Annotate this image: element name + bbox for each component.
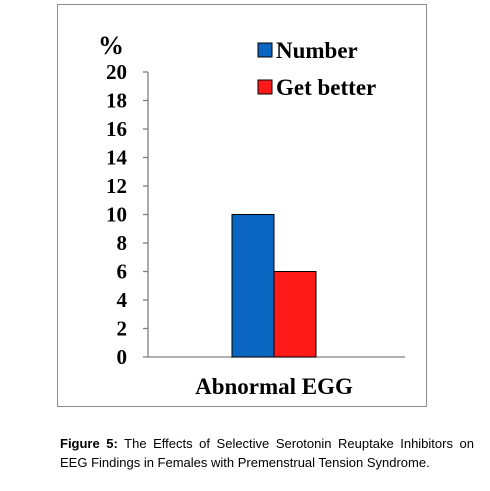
y-tick-label: 18	[106, 89, 127, 113]
y-tick-label: 10	[106, 203, 127, 227]
y-tick-label: 6	[117, 260, 128, 284]
bar-chart: 0 2 4 6 8 10 12 14 16 18 20% Number Get better Abno…	[98, 31, 405, 399]
figure-label: Figure 5:	[60, 436, 118, 451]
y-tick-label: 2	[117, 317, 128, 341]
figure-caption-text: The Effects of Selective Serotonin Reupt…	[60, 436, 474, 470]
bars	[231, 214, 317, 358]
figure-caption: Figure 5: The Effects of Selective Serot…	[60, 434, 474, 472]
legend-label-get-better: Get better	[276, 75, 376, 100]
legend: Number Get better	[257, 38, 376, 100]
y-axis: 0 2 4 6 8 10 12 14 16 18 20%	[98, 31, 405, 369]
y-tick-label: 20	[106, 60, 127, 84]
legend-swatch-get-better	[257, 79, 273, 95]
y-tick-label: 4	[117, 288, 128, 312]
y-tick-label: 12	[106, 174, 127, 198]
bar-number	[231, 214, 275, 358]
legend-swatch-number	[257, 42, 273, 58]
x-axis-categories: Abnormal EGG	[195, 374, 353, 399]
x-category-label: Abnormal EGG	[195, 374, 353, 399]
bar-get-better	[273, 271, 317, 358]
y-tick-label: 8	[117, 231, 128, 255]
legend-label-number: Number	[276, 38, 358, 63]
y-tick-label: 0	[117, 345, 128, 369]
y-tick-label: 16	[106, 117, 127, 141]
y-axis-unit-label: %	[98, 31, 124, 60]
y-tick-label: 14	[106, 146, 128, 170]
